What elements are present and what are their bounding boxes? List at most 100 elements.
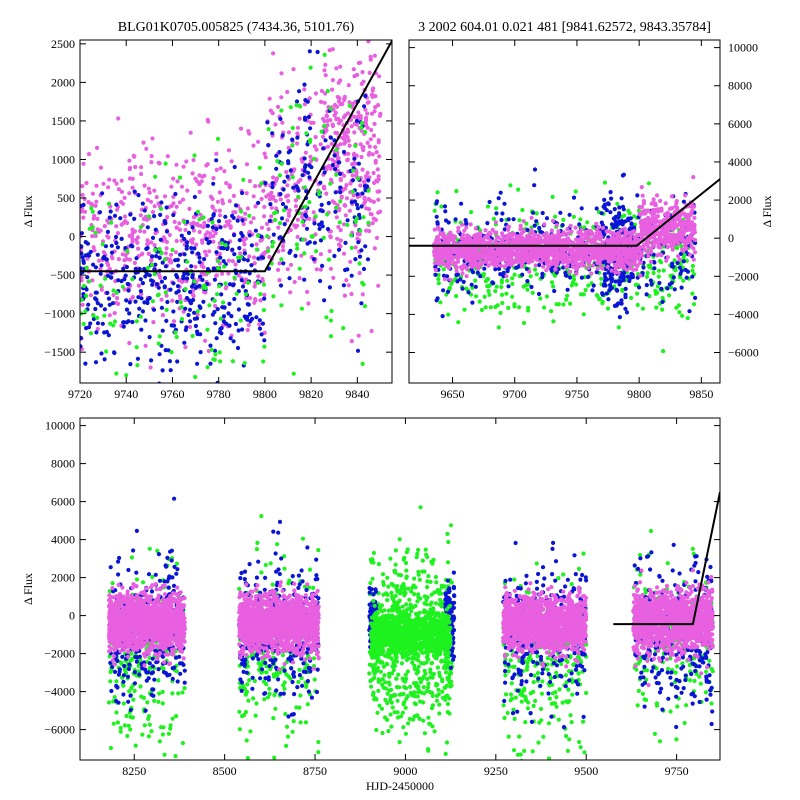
data-point [505,257,510,263]
data-point [464,255,469,260]
data-point [91,245,96,250]
data-point [329,141,334,146]
data-point [360,191,365,196]
data-point [98,266,103,271]
data-point [318,252,323,257]
data-point [258,292,263,297]
data-point [609,222,615,227]
data-point [167,257,172,262]
data-point [99,287,104,292]
data-point [243,211,248,216]
data-point [262,151,267,156]
data-point [627,211,632,216]
data-point [544,231,549,236]
data-point [326,201,331,206]
data-point [171,176,176,181]
data-point [319,202,324,207]
data-point [445,289,451,294]
data-point [147,335,152,340]
data-point [192,279,197,284]
x-tick-label: 9820 [299,387,323,401]
data-point [601,260,606,265]
data-point [162,194,168,199]
data-point [575,264,580,269]
data-point [174,334,179,340]
y-tick-label: −2000 [728,269,759,283]
data-point [260,279,265,284]
data-point [120,252,125,257]
data-point [434,298,439,303]
data-point [646,254,651,259]
data-point [171,212,176,218]
data-point [305,289,310,294]
data-point [563,270,568,275]
data-point [622,219,627,224]
data-point [320,134,325,139]
data-point [361,79,366,84]
data-point [281,261,286,266]
y-tick-label: 8000 [728,79,752,93]
data-point [636,208,642,213]
data-point [285,218,290,223]
data-point [84,326,89,331]
data-point [606,297,611,302]
data-point [685,212,691,217]
data-point [198,350,203,355]
data-point [674,201,679,206]
data-point [606,202,611,207]
data-point [94,145,100,150]
data-point [173,330,178,335]
data-point [441,288,446,293]
data-point [362,304,368,309]
data-point [90,234,95,239]
data-point [536,237,541,242]
data-point [243,292,248,297]
data-point [448,258,453,264]
data-point [487,199,492,205]
data-point [622,270,627,275]
data-point [232,296,237,302]
data-point [143,274,148,279]
data-point [241,221,246,226]
data-point [531,210,536,215]
data-point [303,212,308,217]
y-tick-label: 0 [69,230,75,244]
data-point [266,248,271,253]
data-point [120,201,126,206]
data-point [567,212,572,217]
data-point [671,219,676,225]
data-point [308,126,313,131]
data-point [270,244,275,249]
data-point [90,225,95,230]
data-point [149,154,154,159]
data-point [361,215,366,220]
data-point [435,220,440,225]
data-point [312,240,317,245]
data-point [148,199,154,204]
data-point [270,181,275,186]
data-point [556,229,561,234]
data-point [302,185,307,190]
data-point [96,229,102,234]
data-point [664,258,669,263]
data-point [198,212,203,217]
data-point [160,260,165,265]
data-point [518,226,524,231]
data-point [339,194,344,199]
data-point [362,184,367,189]
data-point [80,255,85,260]
data-point [624,267,630,272]
data-point [322,123,327,128]
data-point [95,216,100,221]
data-point [586,250,592,255]
data-point [273,122,278,127]
data-point [565,260,571,265]
data-point [350,101,356,106]
data-point [236,307,241,312]
data-point [191,293,196,299]
data-point [199,179,204,184]
data-point [275,104,281,109]
data-point [170,298,175,303]
data-point [230,213,235,218]
data-point [605,306,611,311]
